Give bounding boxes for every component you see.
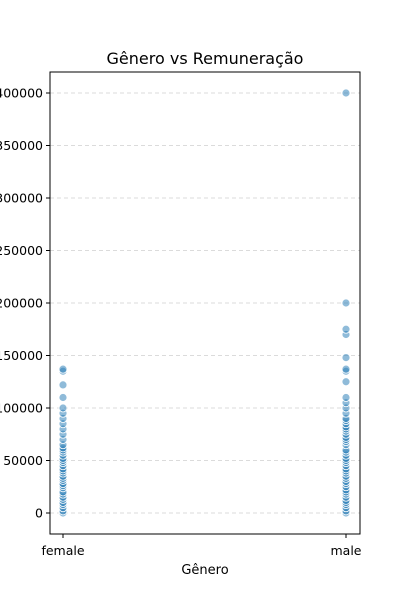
data-point <box>341 88 351 98</box>
y-tick-label: 200000 <box>0 296 43 311</box>
x-axis: female male <box>41 534 362 558</box>
data-point <box>341 353 351 363</box>
y-tick-label: 50000 <box>3 453 43 468</box>
data-point <box>341 298 351 308</box>
data-point <box>58 403 68 413</box>
data-point <box>341 377 351 387</box>
y-tick-label: 150000 <box>0 348 43 363</box>
y-tick-label: 250000 <box>0 243 43 258</box>
x-tick-label: female <box>41 543 84 558</box>
y-tick-label: 350000 <box>0 138 43 153</box>
data-point <box>341 324 351 334</box>
y-tick-label: 300000 <box>0 191 43 206</box>
x-axis-label: Gênero <box>181 563 228 578</box>
grid-lines <box>50 92 360 514</box>
y-tick-label: 0 <box>35 506 43 521</box>
data-point <box>58 364 68 374</box>
data-point <box>58 393 68 402</box>
chart-title: Gênero vs Remuneração <box>107 49 304 68</box>
data-point <box>341 364 351 374</box>
data-point <box>58 380 68 390</box>
data-points <box>58 88 351 518</box>
y-axis: 0 50000 100000 150000 200000 250000 300000 3500… <box>0 86 50 521</box>
y-tick-label: 100000 <box>0 401 43 416</box>
data-point <box>341 393 351 402</box>
x-tick-label: male <box>331 543 362 558</box>
y-tick-label: 400000 <box>0 86 43 101</box>
